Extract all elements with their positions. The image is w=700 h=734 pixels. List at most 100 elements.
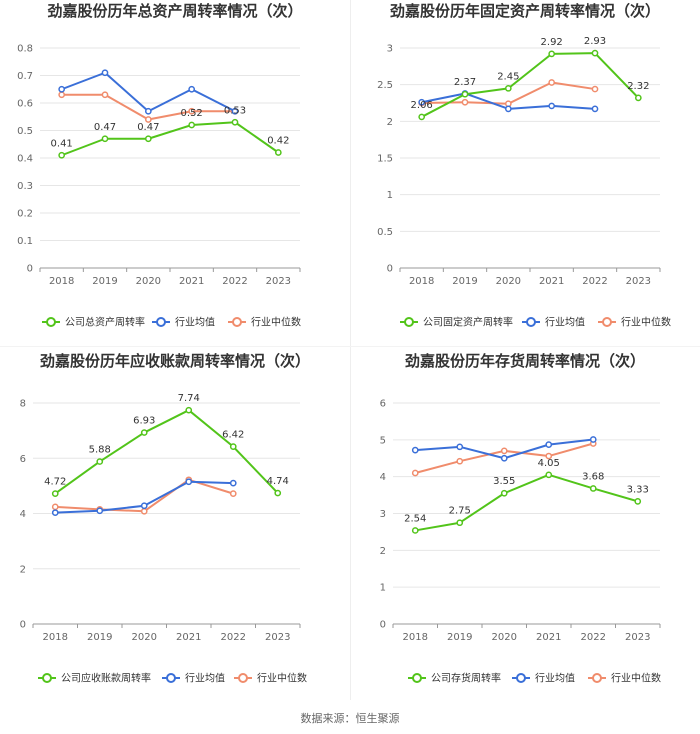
legend-label-median: 行业中位数 [251, 316, 301, 329]
y-tick-label: 2.5 [377, 80, 393, 91]
data-point-company [500, 489, 508, 497]
data-point-company [461, 90, 469, 98]
data-point-avg [548, 102, 556, 110]
data-label: 6.42 [222, 430, 244, 441]
x-tick-label: 2022 [222, 276, 247, 287]
data-point-avg [418, 98, 426, 106]
x-tick-label: 2020 [492, 632, 517, 643]
data-point-company [274, 149, 282, 156]
data-label: 7.74 [178, 393, 200, 404]
data-point-company [456, 519, 464, 527]
y-tick-label: 0 [20, 620, 26, 631]
data-point-median [58, 91, 66, 99]
legend-label-avg: 行业均值 [185, 672, 225, 685]
data-point-median [101, 91, 109, 99]
chart-title: 劲嘉股份历年存货周转率情况（次） [405, 352, 645, 370]
data-point-median [144, 116, 152, 123]
legend-label-avg: 行业均值 [545, 316, 585, 329]
data-point-company [411, 527, 419, 534]
vertical-divider [350, 0, 351, 700]
data-point-company [231, 118, 239, 126]
data-label: 4.74 [267, 476, 289, 487]
data-point-company [58, 151, 66, 159]
series-line-company [421, 52, 640, 118]
data-point-company [185, 406, 193, 414]
chart-title: 劲嘉股份历年总资产周转率情况（次） [47, 2, 302, 20]
data-point-company [548, 50, 556, 58]
y-tick-label: 0 [27, 264, 33, 275]
data-point-avg [58, 85, 66, 93]
y-tick-label: 1 [380, 583, 386, 594]
legend-marker-median [592, 673, 602, 683]
data-point-company [96, 458, 104, 465]
data-point-company [591, 49, 599, 57]
y-tick-label: 1 [387, 190, 393, 201]
y-tick-label: 0.5 [17, 126, 33, 137]
data-label: 0.41 [51, 138, 73, 149]
x-tick-label: 2018 [403, 632, 428, 643]
data-point-company [144, 135, 152, 143]
data-label: 2.54 [404, 513, 426, 524]
legend-label-company: 公司固定资产周转率 [423, 316, 513, 329]
x-tick-label: 2019 [447, 632, 472, 643]
series-line-avg [61, 71, 236, 113]
data-point-avg [185, 478, 193, 486]
y-tick-label: 0.8 [17, 44, 33, 55]
y-tick-label: 2 [387, 117, 393, 128]
horizontal-divider [0, 346, 700, 347]
data-point-avg [591, 105, 599, 113]
data-point-median [461, 98, 469, 106]
source-label: 数据来源：恒生聚源 [300, 712, 400, 725]
x-tick-label: 2020 [132, 632, 157, 643]
y-tick-label: 2 [380, 546, 386, 557]
data-label: 0.52 [181, 108, 203, 119]
series-line-company [415, 473, 639, 532]
data-label: 0.47 [137, 122, 159, 133]
chart-total-asset-turnover: 劲嘉股份历年总资产周转率情况（次） 0 0.1 0.2 0.3 0.4 0.5 0.6 0.7 0… [17, 2, 302, 329]
data-label: 6.93 [133, 416, 155, 427]
data-point-company [140, 429, 148, 436]
legend-marker-median [232, 317, 242, 327]
data-point-median [591, 85, 599, 93]
data-point-company [634, 94, 642, 102]
y-tick-label: 5 [380, 435, 386, 446]
y-tick-label: 4 [20, 509, 26, 520]
x-tick-label: 2022 [582, 276, 607, 287]
y-tick-label: 0.4 [17, 154, 33, 165]
data-point-company [101, 135, 109, 143]
data-point-company [188, 121, 196, 129]
x-tick-label: 2022 [221, 632, 246, 643]
y-tick-label: 0.2 [17, 209, 33, 220]
series-line-company [61, 121, 279, 157]
data-point-avg [140, 502, 148, 510]
data-label: 2.37 [454, 77, 476, 88]
legend-label-company: 公司总资产周转率 [65, 316, 145, 329]
data-label: 2.32 [627, 81, 649, 92]
data-point-company [274, 489, 282, 497]
legend-marker-avg [516, 673, 526, 683]
data-point-avg [144, 107, 152, 115]
legend-marker-avg [166, 673, 176, 683]
y-tick-label: 3 [380, 509, 386, 520]
data-point-avg [101, 69, 109, 77]
data-point-company [545, 471, 553, 479]
chart-fixed-asset-turnover: 劲嘉股份历年固定资产周转率情况（次） 0 0.5 1 1.5 2 2.5 3 2018 2019 2… [377, 2, 671, 329]
data-point-median [411, 469, 419, 477]
data-point-median [456, 457, 464, 465]
data-point-avg [504, 105, 512, 113]
data-point-median [140, 507, 148, 515]
data-label: 2.93 [584, 36, 606, 47]
x-tick-label: 2018 [43, 632, 68, 643]
y-tick-label: 8 [20, 399, 26, 410]
x-tick-label: 2023 [625, 632, 650, 643]
x-tick-label: 2022 [581, 632, 606, 643]
x-tick-label: 2021 [539, 276, 564, 287]
data-label: 0.42 [267, 136, 289, 147]
x-tick-label: 2018 [49, 276, 74, 287]
x-tick-label: 2023 [266, 276, 291, 287]
series-line-company [54, 409, 279, 495]
data-point-avg [545, 441, 553, 448]
data-point-avg [456, 443, 464, 451]
data-point-avg [96, 507, 104, 515]
